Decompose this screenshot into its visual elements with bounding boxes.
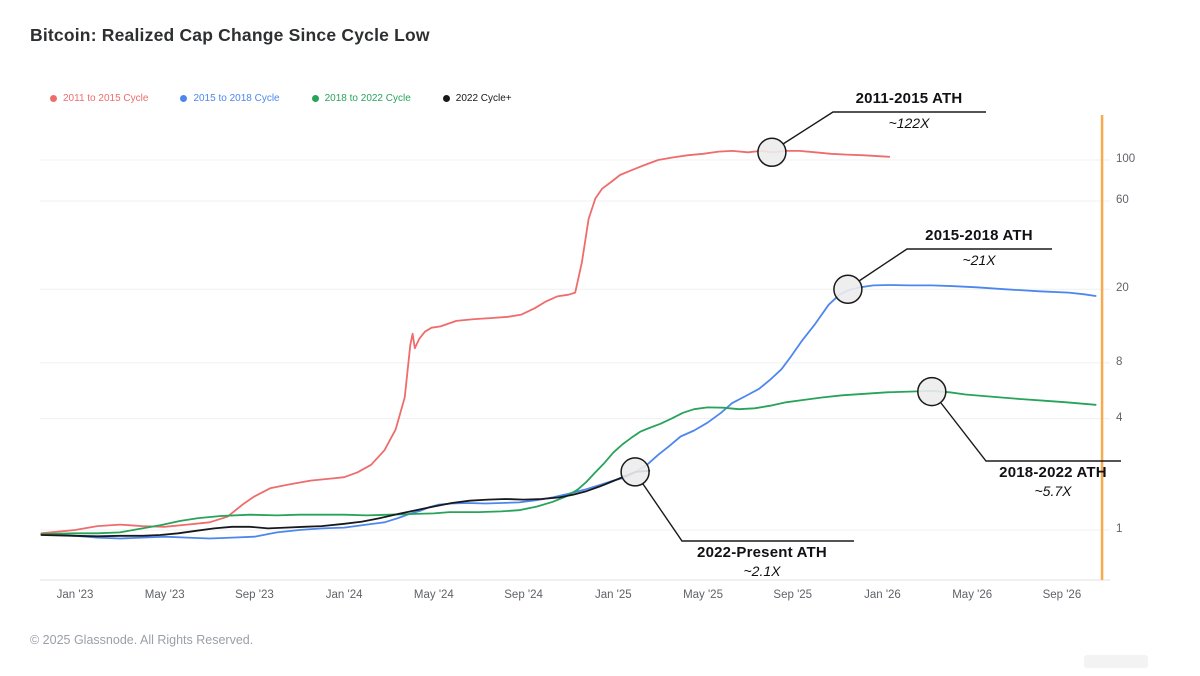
series-line-3[interactable]: [40, 469, 651, 538]
legend-dot-icon: [180, 95, 188, 102]
legend-item-1[interactable]: 2015 to 2018 Cycle: [180, 93, 280, 104]
legend-item-3[interactable]: 2022 Cycle+: [442, 93, 512, 104]
ath-marker-circle[interactable]: [917, 376, 947, 407]
ath-marker-circle[interactable]: [757, 137, 787, 168]
legend: 2011 to 2015 Cycle 2015 to 2018 Cycle 2018…: [50, 93, 512, 104]
legend-label: 2011 to 2015 Cycle: [63, 93, 149, 104]
series-line-1[interactable]: [40, 284, 1097, 540]
legend-label: 2022 Cycle+: [455, 93, 512, 104]
legend-dot-icon: [311, 95, 319, 102]
annotation-callout-line: [858, 248, 1052, 282]
legend-label: 2015 to 2018 Cycle: [193, 93, 280, 104]
annotation-callout-line: [782, 111, 986, 145]
legend-item-0[interactable]: 2011 to 2015 Cycle: [50, 93, 148, 104]
annotation-callout-line: [642, 483, 854, 542]
ath-marker-circle[interactable]: [833, 274, 863, 305]
series-line-2[interactable]: [40, 389, 1097, 535]
legend-dot-icon: [442, 95, 450, 102]
series-line-0[interactable]: [40, 149, 891, 535]
chart-title: Bitcoin: Realized Cap Change Since Cycle…: [30, 25, 430, 45]
legend-dot-icon: [50, 95, 57, 102]
annotation-callout-line: [940, 402, 1121, 462]
ath-marker-circle[interactable]: [620, 457, 650, 487]
legend-label: 2018 to 2022 Cycle: [324, 93, 411, 104]
legend-item-2[interactable]: 2018 to 2022 Cycle: [311, 93, 411, 104]
